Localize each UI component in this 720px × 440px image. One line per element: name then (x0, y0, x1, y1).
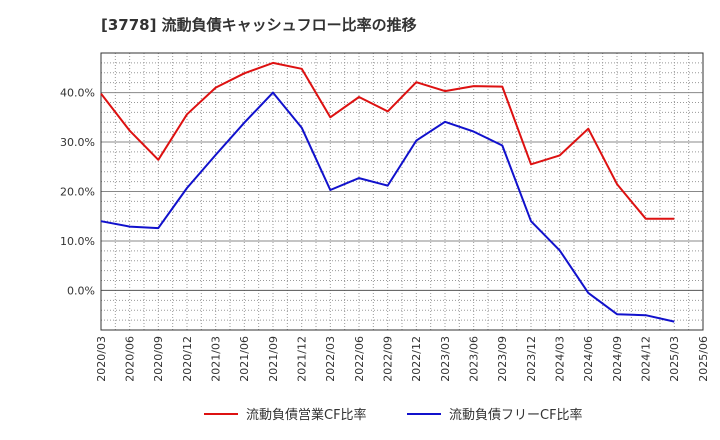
x-tick-label: 2024/03 (554, 336, 567, 382)
x-tick-label: 2021/06 (238, 336, 251, 382)
x-tick-label: 2021/09 (267, 336, 280, 382)
y-tick-label: 30.0% (60, 136, 95, 149)
legend-item-free-cf: 流動負債フリーCF比率 (407, 404, 583, 423)
x-tick-label: 2022/12 (410, 336, 423, 382)
y-tick-label: 10.0% (60, 235, 95, 248)
x-tick-label: 2023/09 (496, 336, 509, 382)
series-line-operating-cf (100, 61, 675, 220)
grid-lines (100, 52, 704, 331)
axes (100, 52, 704, 331)
series-line-free-cf (100, 91, 675, 323)
y-tick-label: 20.0% (60, 186, 95, 199)
x-tick-label: 2022/09 (382, 336, 395, 382)
x-tick-label: 2020/12 (181, 336, 194, 382)
legend-swatch-free-cf (407, 412, 441, 415)
series-lines (100, 61, 675, 323)
legend: 流動負債営業CF比率 流動負債フリーCF比率 (0, 404, 720, 426)
x-tick-label: 2024/09 (611, 336, 624, 382)
x-tick-label: 2020/03 (95, 336, 108, 382)
x-tick-label: 2023/06 (468, 336, 481, 382)
y-tick-label: 0.0% (67, 284, 95, 297)
x-tick-label: 2022/06 (353, 336, 366, 382)
legend-label-free-cf: 流動負債フリーCF比率 (449, 408, 583, 423)
x-tick-label: 2022/03 (324, 336, 337, 382)
x-tick-label: 2021/03 (210, 336, 223, 382)
legend-item-operating-cf: 流動負債営業CF比率 (204, 404, 367, 423)
x-tick-label: 2020/06 (124, 336, 137, 382)
tick-labels: 0.0% 10.0% 20.0% 30.0% 40.0% 2020/03 2020/06 20… (60, 87, 710, 382)
x-tick-label: 2025/06 (697, 336, 710, 382)
x-tick-label: 2024/12 (640, 336, 653, 382)
x-tick-label: 2024/06 (582, 336, 595, 382)
x-tick-label: 2020/09 (152, 336, 165, 382)
x-tick-label: 2023/12 (525, 336, 538, 382)
legend-label-operating-cf: 流動負債営業CF比率 (246, 408, 367, 423)
x-tick-label: 2025/03 (668, 336, 681, 382)
x-tick-label: 2023/03 (439, 336, 452, 382)
legend-swatch-operating-cf (204, 412, 238, 415)
x-tick-label: 2021/12 (296, 336, 309, 382)
y-tick-label: 40.0% (60, 87, 95, 100)
plot-frame (100, 52, 704, 331)
chart-title: [3778] 流動負債キャッシュフロー比率の推移 (101, 16, 417, 34)
